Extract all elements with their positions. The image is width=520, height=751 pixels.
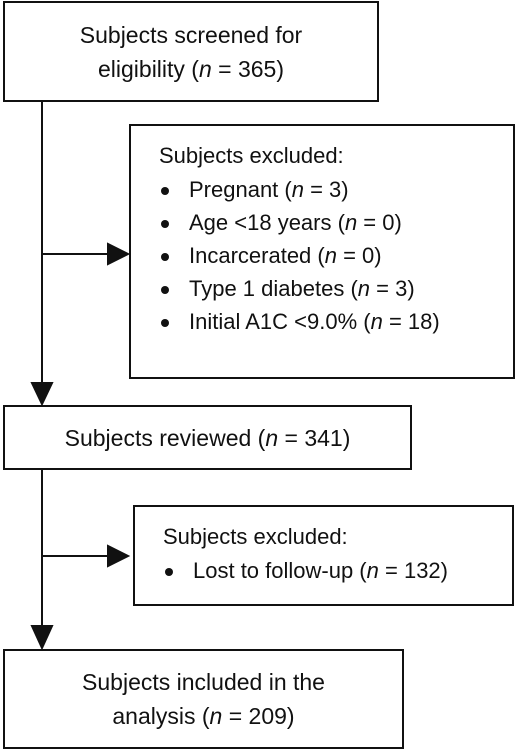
item-label: Incarcerated ( <box>189 243 325 268</box>
list-item: Incarcerated (n = 0) <box>159 241 513 271</box>
reviewed-label: Subjects reviewed ( <box>64 424 266 451</box>
screened-count-prefix: eligibility ( <box>97 55 199 82</box>
list-item: Age <18 years (n = 0) <box>159 208 513 238</box>
list-item: Type 1 diabetes (n = 3) <box>159 274 513 304</box>
arrowhead-to-excluded2 <box>107 544 131 568</box>
item-count: = 0) <box>357 210 402 235</box>
excluded-2-title: Subjects excluded: <box>163 524 348 549</box>
screened-line1: Subjects screened for <box>79 21 303 48</box>
list-item: Lost to follow-up (n = 132) <box>163 556 512 586</box>
excluded-2-list: Lost to follow-up (n = 132) <box>163 556 512 586</box>
item-count: = 3) <box>303 177 349 202</box>
n-symbol: n <box>291 177 304 202</box>
n-symbol: n <box>370 309 383 334</box>
arrowhead-to-excluded1 <box>107 242 131 266</box>
excluded-1-title: Subjects excluded: <box>159 143 344 168</box>
item-label: Lost to follow-up ( <box>193 558 367 583</box>
n-symbol: n <box>324 243 337 268</box>
screened-box: Subjects screened for eligibility (n = 3… <box>3 1 379 102</box>
included-box: Subjects included in the analysis (n = 2… <box>3 649 404 749</box>
reviewed-count: = 341) <box>278 424 351 451</box>
excluded-box-2: Subjects excluded: Lost to follow-up (n … <box>133 505 514 606</box>
item-count: = 132) <box>378 558 448 583</box>
screened-line2: eligibility (n = 365) <box>98 52 284 86</box>
list-item: Initial A1C <9.0% (n = 18) <box>159 307 513 337</box>
item-label: Type 1 diabetes ( <box>189 276 358 301</box>
item-label: Initial A1C <9.0% ( <box>189 309 371 334</box>
screened-count: = 365) <box>211 55 285 82</box>
excluded-1-list: Pregnant (n = 3) Age <18 years (n = 0) I… <box>159 175 513 337</box>
screened-n-symbol: n <box>198 55 212 82</box>
included-line2: analysis (n = 209) <box>112 699 294 733</box>
reviewed-n-symbol: n <box>265 424 279 451</box>
list-item: Pregnant (n = 3) <box>159 175 513 205</box>
n-symbol: n <box>366 558 379 583</box>
included-count: = 209) <box>222 703 295 729</box>
included-line1: Subjects included in the <box>82 669 325 695</box>
arrowhead-to-included <box>30 625 54 651</box>
excluded-box-1: Subjects excluded: Pregnant (n = 3) Age … <box>129 124 515 379</box>
reviewed-box: Subjects reviewed (n = 341) <box>3 405 412 470</box>
item-count: = 3) <box>370 276 415 301</box>
item-label: Age <18 years ( <box>189 210 345 235</box>
included-count-prefix: analysis ( <box>112 703 210 729</box>
arrowhead-to-reviewed <box>30 382 54 407</box>
item-count: = 0) <box>336 243 382 268</box>
included-n-symbol: n <box>209 703 223 729</box>
item-count: = 18) <box>382 309 440 334</box>
item-label: Pregnant ( <box>189 177 292 202</box>
reviewed-line: Subjects reviewed (n = 341) <box>65 421 351 455</box>
n-symbol: n <box>357 276 371 301</box>
n-symbol: n <box>344 210 358 235</box>
